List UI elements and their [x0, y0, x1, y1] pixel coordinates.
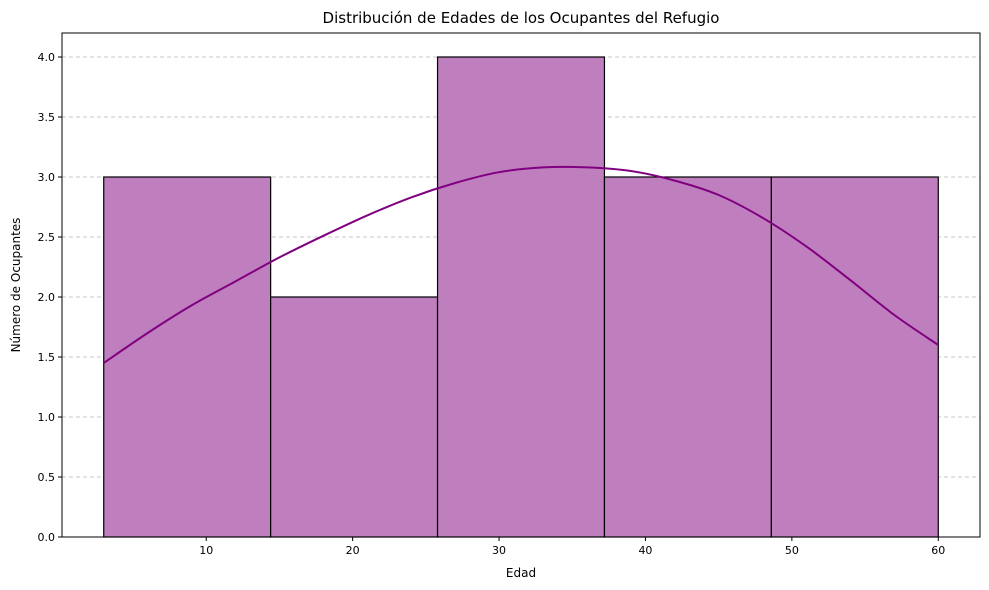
chart-title: Distribución de Edades de los Ocupantes …: [323, 9, 720, 27]
histogram-bar: [270, 296, 439, 538]
plot-frame: [61, 32, 981, 538]
y-tick-label: 1.0: [38, 411, 56, 424]
histogram-bar: [603, 176, 772, 538]
histogram-bar: [770, 176, 939, 538]
x-tick-label: 30: [492, 544, 506, 557]
x-tick-label: 40: [638, 544, 652, 557]
x-tick-label: 10: [199, 544, 213, 557]
x-tick-label: 50: [785, 544, 799, 557]
x-tick-label: 60: [931, 544, 945, 557]
y-tick-label: 3.0: [38, 171, 56, 184]
y-tick-label: 2.5: [38, 231, 56, 244]
histogram-bar: [436, 56, 606, 538]
histogram-bar: [103, 176, 272, 538]
y-tick-label: 0.0: [38, 531, 56, 544]
y-tick-label: 2.0: [38, 291, 56, 304]
x-tick-label: 20: [346, 544, 360, 557]
y-tick-label: 3.5: [38, 111, 56, 124]
y-tick-label: 4.0: [38, 51, 56, 64]
y-axis-ticks: 0.0 0.5 1.0 1.5 2.0 2.5 3.0 3.5 4.0: [38, 51, 62, 544]
x-axis-ticks: 10 20 30 40 50 60: [199, 537, 945, 557]
x-axis-label: Edad: [506, 566, 536, 580]
y-tick-label: 1.5: [38, 351, 56, 364]
histogram-bars: [103, 56, 939, 538]
kde-curve: [103, 165, 939, 364]
y-tick-label: 0.5: [38, 471, 56, 484]
y-axis-label: Número de Ocupantes: [9, 218, 23, 353]
